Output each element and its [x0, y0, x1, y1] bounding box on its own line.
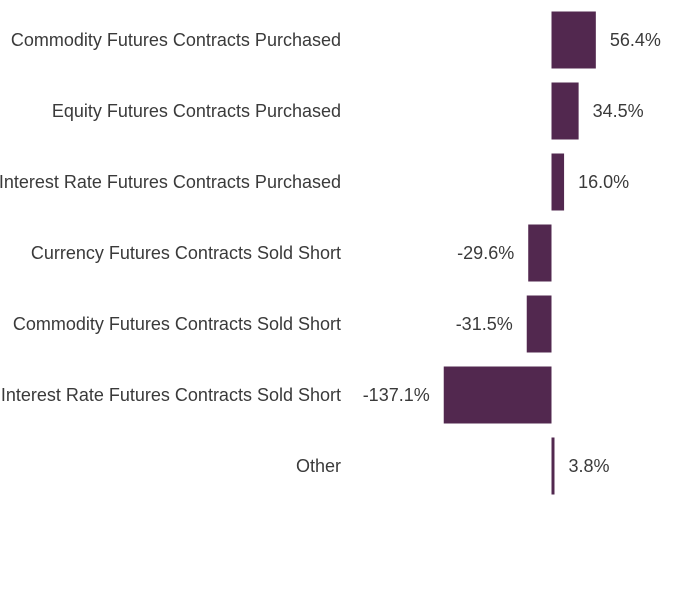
bar-other: [551, 437, 555, 495]
category-label-interest-rate-futures-contracts-purchased: Interest Rate Futures Contracts Purchase…: [0, 172, 341, 192]
value-labels: 56.4% 34.5% 16.0% -29.6% -31.5% -137.1% 3.8%: [363, 30, 661, 476]
category-label-commodity-futures-contracts-sold-short: Commodity Futures Contracts Sold Short: [13, 314, 341, 334]
category-label-interest-rate-futures-contracts-sold-short: Interest Rate Futures Contracts Sold Sho…: [1, 385, 341, 405]
bar-commodity-futures-contracts-sold-short: [526, 295, 552, 353]
bar-currency-futures-contracts-sold-short: [528, 224, 552, 282]
bars: [443, 11, 596, 495]
category-label-currency-futures-contracts-sold-short: Currency Futures Contracts Sold Short: [31, 243, 341, 263]
value-label-other: 3.8%: [568, 456, 609, 476]
bar-interest-rate-futures-contracts-sold-short: [443, 366, 552, 424]
value-label-interest-rate-futures-contracts-purchased: 16.0%: [578, 172, 629, 192]
category-label-commodity-futures-contracts-purchased: Commodity Futures Contracts Purchased: [11, 30, 341, 50]
category-labels: Commodity Futures Contracts Purchased Equ…: [0, 30, 341, 476]
bar-equity-futures-contracts-purchased: [551, 82, 579, 140]
category-label-other: Other: [296, 456, 341, 476]
value-label-equity-futures-contracts-purchased: 34.5%: [593, 101, 644, 121]
value-label-interest-rate-futures-contracts-sold-short: -137.1%: [363, 385, 430, 405]
value-label-currency-futures-contracts-sold-short: -29.6%: [457, 243, 514, 263]
value-label-commodity-futures-contracts-sold-short: -31.5%: [456, 314, 513, 334]
bar-commodity-futures-contracts-purchased: [551, 11, 596, 69]
category-label-equity-futures-contracts-purchased: Equity Futures Contracts Purchased: [52, 101, 341, 121]
bar-interest-rate-futures-contracts-purchased: [551, 153, 565, 211]
value-label-commodity-futures-contracts-purchased: 56.4%: [610, 30, 661, 50]
